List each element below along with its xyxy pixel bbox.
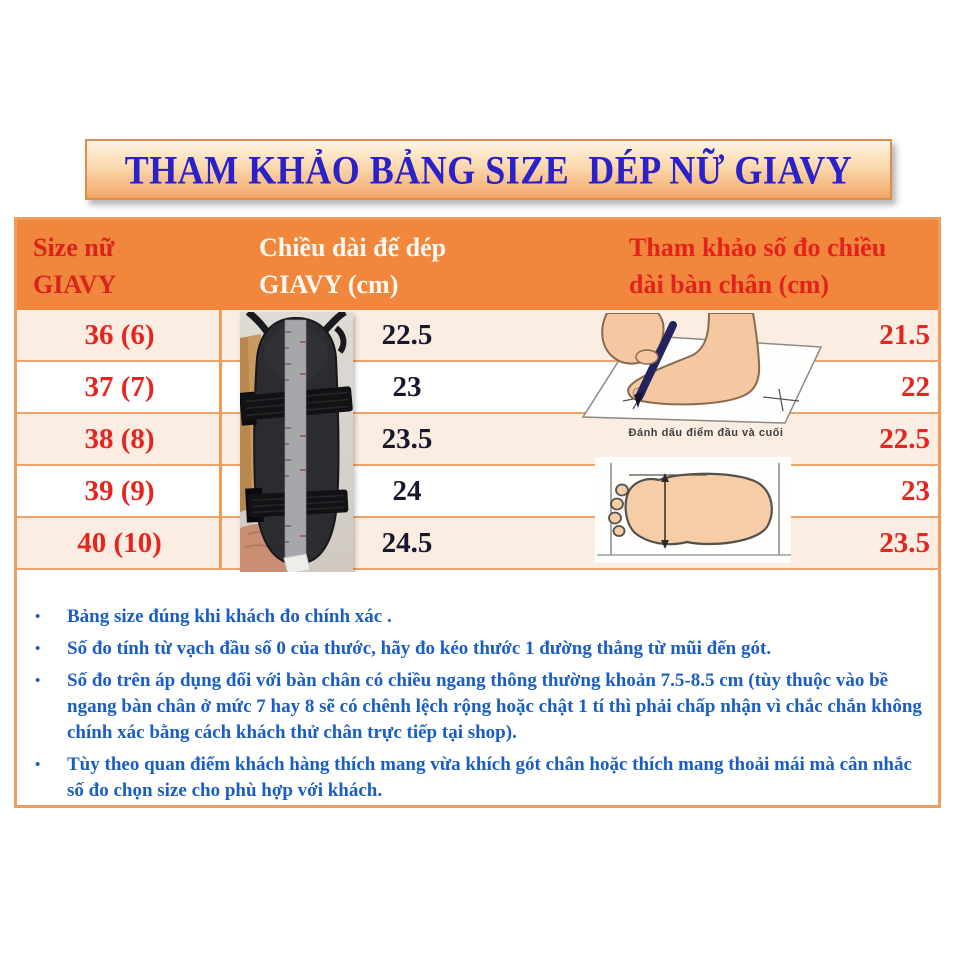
- note-item: • Số đo trên áp dụng đối với bàn chân có…: [35, 668, 926, 746]
- sole-length-value: 24.5: [381, 527, 433, 559]
- foot-length-value: 22: [901, 371, 930, 403]
- size-value: 39 (9): [84, 475, 155, 507]
- foot-top-view: [624, 472, 773, 546]
- size-value: 38 (8): [84, 423, 155, 455]
- note-text: Tùy theo quan điểm khách hàng thích mang…: [67, 754, 912, 801]
- sole-length-value: 22.5: [381, 319, 433, 351]
- foot-tracing-illustration: [581, 313, 823, 424]
- size-value: 36 (6): [84, 319, 155, 351]
- note-item: • Số đo tính từ vạch đầu số 0 của thước,…: [35, 636, 926, 662]
- title-banner: THAM KHẢO BẢNG SIZE DÉP NỮ GIAVY: [85, 139, 892, 200]
- sole-length-value: 23.5: [381, 423, 433, 455]
- foot-length-value: 23.5: [879, 527, 930, 559]
- size-chart-board: Size nữ GIAVY Chiều dài đế dép GIAVY (cm…: [14, 217, 941, 808]
- bullet-icon: •: [35, 673, 41, 689]
- table-body: 36 (6) 22.5 21.5 37 (7) 23 22 38 (8) 23.…: [17, 310, 938, 570]
- header-sole-column: Chiều dài đế dép GIAVY (cm): [238, 220, 589, 310]
- foot-outline-illustration: [595, 457, 791, 563]
- note-text: Số đo trên áp dụng đối với bàn chân có c…: [67, 670, 922, 743]
- ruler: [283, 319, 311, 575]
- column-divider-line: [219, 310, 222, 570]
- note-text: Bảng size đúng khi khách đo chính xác .: [67, 606, 392, 627]
- bullet-icon: •: [35, 757, 41, 773]
- tracing-caption: Đánh dấu điểm đầu và cuối: [628, 427, 784, 439]
- note-text: Số đo tính từ vạch đầu số 0 của thước, h…: [67, 638, 772, 659]
- table-row: 39 (9) 24 23: [17, 466, 938, 518]
- header-size-column: Size nữ GIAVY: [17, 220, 238, 310]
- table-row: 40 (10) 24.5 23.5: [17, 518, 938, 570]
- bullet-icon: •: [35, 609, 41, 625]
- sole-length-value: 23: [392, 371, 422, 403]
- notes-section: • Bảng size đúng khi khách đo chính xác …: [17, 572, 938, 805]
- foot-length-value: 21.5: [879, 319, 930, 351]
- header-size-line1: Size nữ: [33, 233, 115, 262]
- foot-length-value: 22.5: [879, 423, 930, 455]
- size-value: 37 (7): [84, 371, 155, 403]
- bullet-icon: •: [35, 641, 41, 657]
- size-value: 40 (10): [77, 527, 162, 559]
- sandal-photo: [240, 312, 353, 576]
- header-foot-line2: dài bàn chân (cm): [629, 270, 830, 299]
- table-header-row: Size nữ GIAVY Chiều dài đế dép GIAVY (cm…: [17, 220, 938, 310]
- page-title: THAM KHẢO BẢNG SIZE DÉP NỮ GIAVY: [124, 147, 853, 192]
- header-sole-line1: Chiều dài đế dép: [259, 233, 447, 262]
- table-row: 36 (6) 22.5 21.5: [17, 310, 938, 362]
- note-item: • Tùy theo quan điểm khách hàng thích ma…: [35, 752, 926, 804]
- header-size-line2: GIAVY: [33, 270, 117, 299]
- header-foot-line1: Tham khảo số đo chiều: [629, 233, 887, 262]
- sole-length-value: 24: [392, 475, 422, 507]
- foot-length-value: 23: [901, 475, 930, 507]
- header-sole-line2: GIAVY (cm): [259, 270, 399, 299]
- header-foot-column: Tham khảo số đo chiều dài bàn chân (cm): [589, 220, 938, 310]
- note-item: • Bảng size đúng khi khách đo chính xác …: [35, 604, 926, 630]
- foot-side-view: [627, 313, 761, 406]
